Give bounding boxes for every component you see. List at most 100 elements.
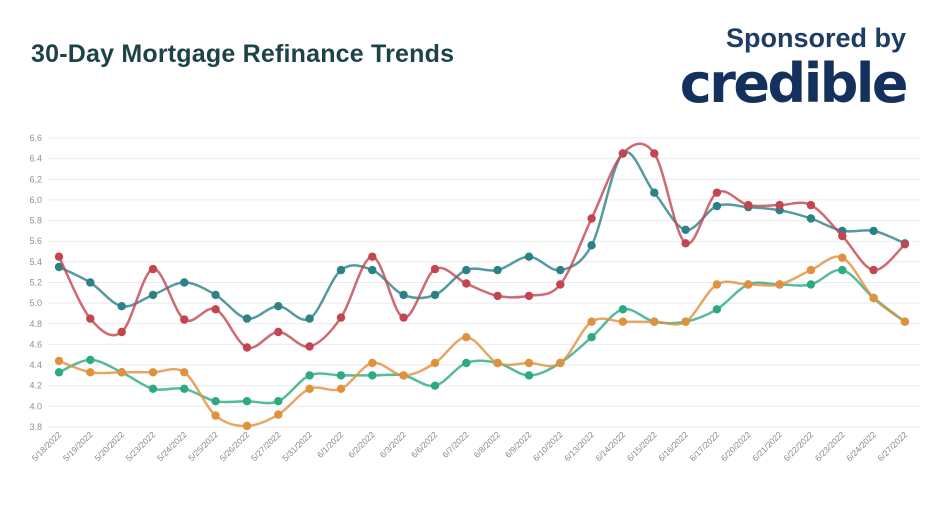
data-point-teal-series bbox=[336, 265, 346, 275]
data-point-red-series bbox=[524, 291, 534, 301]
data-point-orange-series bbox=[650, 317, 659, 326]
data-point-orange-series bbox=[838, 253, 847, 262]
data-point-green-series bbox=[242, 397, 252, 406]
data-point-orange-series bbox=[587, 317, 596, 326]
x-tick-label: 6/22/2022 bbox=[781, 429, 815, 463]
data-point-orange-series bbox=[305, 384, 314, 393]
data-point-orange-series bbox=[336, 384, 346, 393]
data-point-orange-series bbox=[744, 280, 753, 289]
data-point-green-series bbox=[430, 381, 440, 390]
data-point-teal-series bbox=[180, 278, 189, 287]
x-tick-label: 6/8/2022 bbox=[472, 429, 503, 460]
x-tick-label: 6/20/2022 bbox=[719, 429, 753, 463]
data-point-red-series bbox=[399, 313, 408, 322]
data-point-orange-series bbox=[775, 280, 784, 289]
data-point-green-series bbox=[180, 384, 189, 393]
data-point-orange-series bbox=[806, 265, 816, 275]
data-point-red-series bbox=[86, 314, 95, 323]
data-point-red-series bbox=[211, 305, 220, 314]
data-point-red-series bbox=[556, 280, 565, 289]
data-point-teal-series bbox=[524, 252, 534, 261]
y-tick-label: 5.2 bbox=[29, 278, 42, 288]
data-point-green-series bbox=[618, 305, 628, 314]
x-tick-label: 6/17/2022 bbox=[687, 429, 721, 463]
data-point-red-series bbox=[305, 342, 314, 351]
data-point-red-series bbox=[462, 279, 471, 288]
data-point-red-series bbox=[838, 231, 847, 241]
data-point-green-series bbox=[274, 397, 283, 406]
x-tick-label: 5/24/2022 bbox=[155, 429, 189, 463]
data-point-teal-series bbox=[399, 290, 408, 300]
data-point-orange-series bbox=[900, 317, 910, 326]
data-point-orange-series bbox=[368, 358, 377, 368]
data-point-teal-series bbox=[86, 278, 95, 287]
data-point-red-series bbox=[242, 343, 252, 352]
x-tick-label: 6/2/2022 bbox=[346, 429, 377, 460]
y-tick-label: 4.4 bbox=[29, 360, 42, 370]
sponsored-by-label: Sponsored by bbox=[725, 23, 906, 53]
data-point-green-series bbox=[587, 333, 596, 342]
x-tick-label: 6/1/2022 bbox=[315, 429, 346, 460]
data-point-red-series bbox=[744, 200, 753, 210]
x-axis: 5/18/20225/19/20225/20/20225/23/20225/24… bbox=[30, 429, 910, 463]
sponsor-block: Sponsored by credible bbox=[680, 22, 909, 113]
series-line-red-series bbox=[57, 142, 907, 350]
data-point-orange-series bbox=[681, 317, 690, 326]
refinance-trends-line-chart: 6.6 6.4 6.2 6.0 5.8 5.6 5.4 5.2 5.0 4.8 4.6 4.4 4.2 4… bbox=[29, 133, 921, 463]
y-tick-label: 4.0 bbox=[29, 401, 42, 411]
series-teal-series bbox=[54, 149, 910, 323]
data-point-red-series bbox=[587, 214, 596, 223]
data-point-orange-series bbox=[211, 411, 220, 420]
data-point-green-series bbox=[211, 397, 220, 406]
data-point-orange-series bbox=[462, 333, 471, 342]
data-point-green-series bbox=[838, 265, 847, 275]
x-tick-label: 5/20/2022 bbox=[92, 429, 126, 463]
x-tick-label: 5/23/2022 bbox=[124, 429, 158, 463]
data-point-green-series bbox=[524, 371, 534, 380]
data-point-teal-series bbox=[242, 314, 252, 323]
x-tick-label: 6/23/2022 bbox=[813, 429, 847, 463]
data-point-red-series bbox=[54, 252, 64, 261]
x-tick-label: 6/3/2022 bbox=[378, 429, 409, 460]
data-point-teal-series bbox=[462, 265, 471, 275]
data-point-teal-series bbox=[869, 226, 878, 236]
data-point-red-series bbox=[712, 188, 722, 197]
x-tick-label: 6/16/2022 bbox=[656, 429, 690, 463]
data-point-red-series bbox=[336, 313, 346, 322]
grid bbox=[48, 137, 921, 428]
y-tick-label: 6.6 bbox=[29, 133, 42, 143]
data-point-teal-series bbox=[117, 302, 126, 311]
data-point-teal-series bbox=[806, 214, 816, 223]
data-point-teal-series bbox=[430, 290, 440, 300]
data-point-teal-series bbox=[274, 302, 283, 311]
y-axis: 6.6 6.4 6.2 6.0 5.8 5.6 5.4 5.2 5.0 4.8 4.6 4.4 4.2 4… bbox=[29, 133, 42, 432]
data-point-red-series bbox=[806, 200, 816, 210]
data-point-green-series bbox=[712, 305, 722, 314]
page-title: 30-Day Mortgage Refinance Trends bbox=[31, 40, 455, 68]
data-point-teal-series bbox=[587, 241, 596, 250]
series-line-orange-series bbox=[57, 255, 907, 428]
x-tick-label: 6/9/2022 bbox=[503, 429, 534, 460]
data-point-red-series bbox=[493, 291, 502, 301]
data-point-red-series bbox=[430, 264, 440, 274]
x-tick-label: 6/14/2022 bbox=[593, 429, 627, 463]
data-point-orange-series bbox=[148, 368, 158, 377]
y-tick-label: 6.0 bbox=[29, 195, 42, 205]
data-point-orange-series bbox=[712, 280, 722, 289]
x-tick-label: 5/27/2022 bbox=[249, 429, 283, 463]
x-tick-label: 6/27/2022 bbox=[875, 429, 909, 463]
data-point-green-series bbox=[806, 280, 816, 289]
data-point-orange-series bbox=[86, 368, 95, 377]
data-point-orange-series bbox=[869, 293, 878, 303]
data-point-teal-series bbox=[712, 201, 722, 211]
y-tick-label: 5.8 bbox=[29, 216, 42, 226]
data-point-green-series bbox=[86, 355, 95, 365]
x-tick-label: 6/15/2022 bbox=[625, 429, 659, 463]
x-tick-label: 6/6/2022 bbox=[409, 429, 440, 460]
y-tick-label: 6.4 bbox=[29, 154, 42, 164]
data-point-green-series bbox=[462, 358, 471, 368]
data-point-green-series bbox=[368, 371, 377, 380]
y-tick-label: 6.2 bbox=[29, 174, 42, 184]
data-point-orange-series bbox=[430, 358, 440, 368]
